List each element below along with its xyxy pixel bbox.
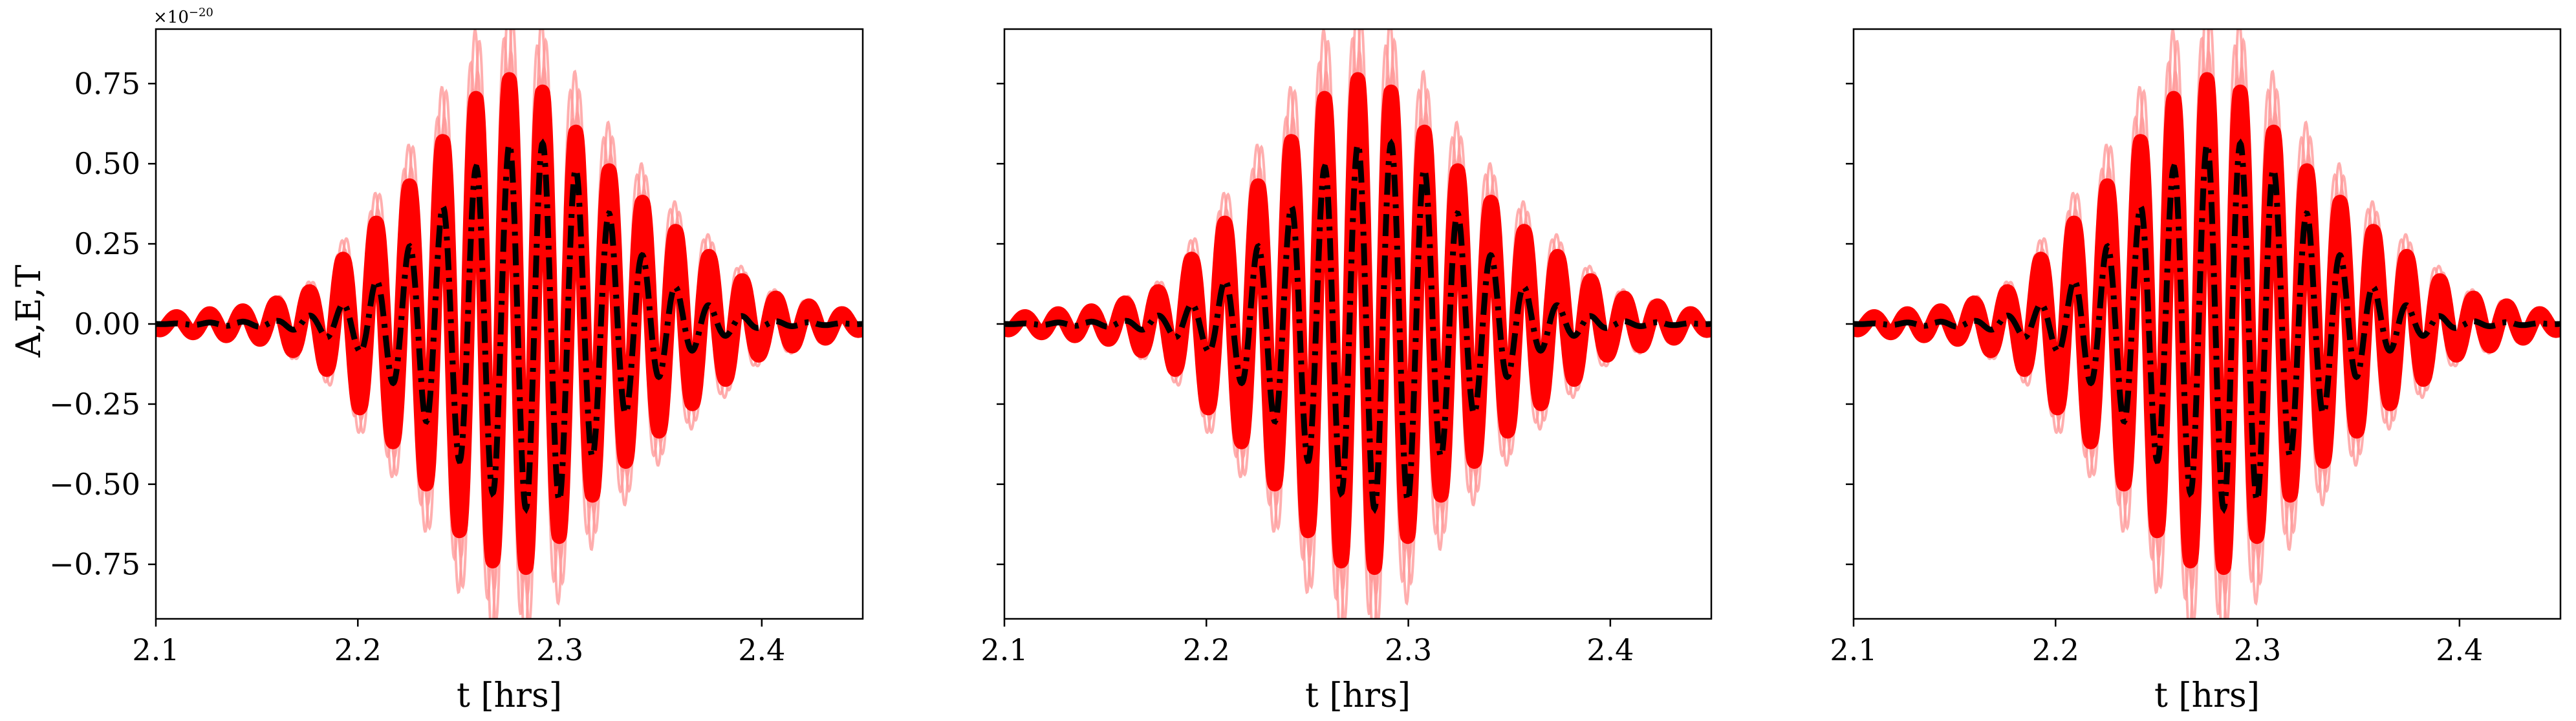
y-tick-label: −0.50 (49, 467, 140, 502)
x-tick-label: 2.3 (2234, 632, 2281, 667)
plot-area (1004, 29, 1711, 619)
x-tick-label: 2.4 (1586, 632, 1634, 667)
y-exponent-power: −20 (189, 6, 213, 19)
injection-line (1854, 138, 2560, 514)
x-axis-title: t [hrs] (1305, 676, 1411, 715)
x-tick-label: 2.3 (1385, 632, 1432, 667)
x-tick-label: 2.2 (2032, 632, 2079, 667)
x-tick-label: 2.2 (1183, 632, 1230, 667)
posterior-band (1854, 72, 2560, 576)
posterior-band (1004, 72, 1711, 576)
y-exponent-label: ×10−20 (153, 6, 213, 27)
x-tick-label: 2.1 (1830, 632, 1877, 667)
y-tick-label: −0.75 (49, 547, 140, 582)
y-tick-label: −0.25 (49, 387, 140, 422)
panel-2: 2.1 2.2 2.3 2.4 t [hrs] (980, 28, 1713, 715)
y-axis-title: A,E,T (10, 264, 49, 358)
y-tick-label: 0.50 (74, 146, 140, 181)
plot-area (156, 29, 863, 619)
panel-3: 2.1 2.2 2.3 2.4 t [hrs] (1830, 28, 2562, 715)
y-tick-label: 0.25 (74, 226, 140, 261)
injection-line (156, 138, 863, 514)
x-tick-label: 2.4 (738, 632, 785, 667)
x-tick-label: 2.3 (536, 632, 583, 667)
posterior-band (156, 72, 863, 576)
y-tick-label: 0.75 (74, 66, 140, 101)
x-tick-label: 2.1 (980, 632, 1028, 667)
panel-1: 2.1 2.2 2.3 2.4 t [hrs] −0.75 −0.50 −0.25 0.00 0.… (10, 6, 864, 715)
x-tick-label: 2.4 (2436, 632, 2483, 667)
y-tick-label: 0.00 (74, 307, 140, 341)
x-tick-label: 2.2 (334, 632, 382, 667)
plot-area (1854, 29, 2560, 619)
x-tick-label: 2.1 (132, 632, 179, 667)
x-axis-title: t [hrs] (457, 676, 562, 715)
injection-line (1004, 138, 1711, 514)
x-axis-title: t [hrs] (2154, 676, 2260, 715)
